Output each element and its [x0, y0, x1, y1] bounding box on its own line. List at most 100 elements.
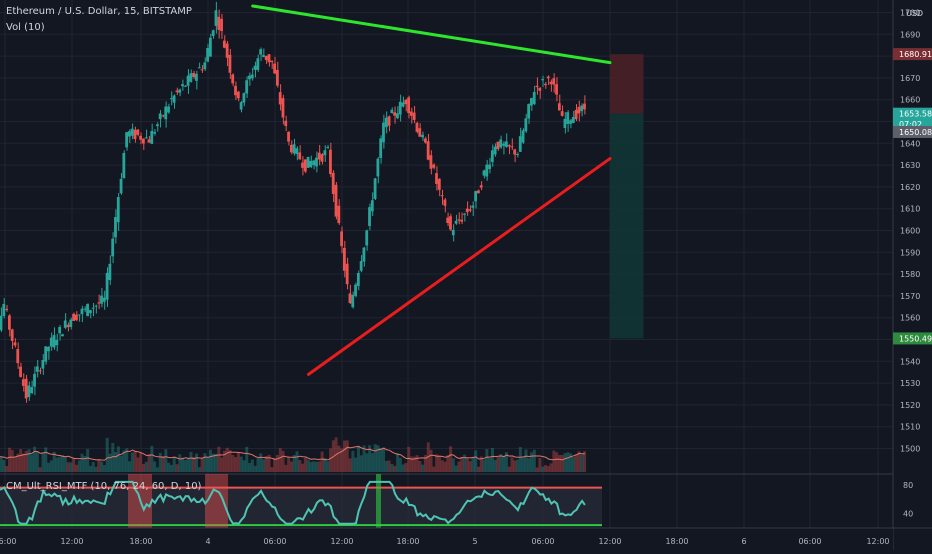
price-tick-label: 1510 [900, 423, 920, 432]
candle-body [309, 160, 313, 168]
candle-body [105, 272, 109, 300]
volume-bar [384, 460, 388, 472]
volume-bar [172, 456, 176, 472]
candle-body [398, 101, 402, 115]
candle-body [365, 230, 369, 246]
volume-bar [130, 452, 134, 472]
price-badge-label: 1680.91 [899, 50, 932, 59]
price-badge [893, 332, 932, 345]
candle-body [315, 157, 318, 167]
candle-body [206, 48, 209, 62]
rsi-indicator-label[interactable]: CM_Ult_RSI_MTF (10, 76, 24, 60, D, 10) [6, 481, 202, 492]
candle-body [66, 324, 70, 328]
price-axis: USD1700169016801670166016501640163016201… [900, 9, 923, 519]
volume-bar [242, 460, 246, 472]
volume-bar [376, 445, 380, 472]
volume-bar [574, 454, 578, 472]
candle-body [393, 112, 397, 116]
volume-bar [55, 457, 59, 472]
volume-bar [141, 464, 145, 472]
candle-body [35, 366, 39, 372]
symbol-title[interactable]: Ethereum / U.S. Dollar, 15, BITSTAMP [6, 6, 192, 17]
candle-body [359, 261, 363, 271]
volume-bar [493, 459, 497, 472]
candle-body [432, 164, 436, 168]
candle-body [130, 128, 134, 136]
volume-bar [326, 461, 330, 472]
rsi-tick-label: 80 [903, 481, 913, 490]
volume-bar [239, 456, 243, 472]
candle-body [239, 102, 243, 110]
candle-body [287, 131, 290, 142]
candle-body [334, 184, 338, 217]
volume-bar [527, 458, 531, 472]
candle-body [245, 80, 249, 94]
candle-body [231, 74, 235, 84]
candle-body [155, 124, 159, 127]
candle-body [580, 105, 584, 112]
volume-bar [27, 449, 31, 472]
candle-body [172, 95, 176, 103]
candle-body [58, 327, 62, 334]
candle-body [220, 18, 223, 32]
candle-body [41, 359, 45, 369]
volume-bar [94, 466, 98, 472]
rsi-tick-label: 40 [903, 510, 913, 519]
volume-bar [298, 460, 302, 472]
volume-bar [474, 450, 478, 472]
candle-body [13, 342, 17, 346]
rsi-line [0, 480, 586, 525]
candle-body [295, 148, 299, 154]
candle-body [440, 195, 444, 197]
candle-body [370, 200, 374, 212]
volume-bar [303, 457, 307, 472]
price-tick-label: 1500 [900, 445, 920, 454]
candle-body [527, 104, 531, 119]
price-tick-label: 1660 [900, 96, 920, 105]
candle-body [86, 303, 89, 316]
volume-bar [401, 464, 405, 472]
candle-body [116, 197, 120, 223]
candle-body [253, 65, 257, 70]
volume-bar [114, 452, 118, 472]
time-tick-label: 06:00 [531, 537, 554, 546]
candle-body [437, 178, 441, 190]
volume-bar [516, 459, 520, 472]
candle-body [63, 320, 67, 328]
rsi-oversold-highlight [376, 474, 381, 528]
volume-bar [211, 453, 215, 472]
volume-bar [513, 460, 517, 472]
volume-bar [543, 465, 547, 472]
volume-bar [69, 462, 73, 472]
volume-bar [7, 447, 11, 472]
volume-bar [507, 466, 511, 472]
candle-body [510, 146, 514, 148]
volume-bar [0, 456, 3, 472]
volume-bar [100, 461, 104, 472]
price-badge-label: 1650.08 [899, 128, 932, 137]
volume-bar [465, 457, 469, 472]
candle-body [468, 209, 472, 211]
candle-body [320, 154, 324, 162]
volume-bar [214, 453, 218, 472]
candle-body [292, 144, 296, 154]
volume-bar [150, 445, 154, 472]
candle-body [30, 387, 34, 393]
volume-bar [200, 457, 204, 472]
volume-bar [309, 461, 313, 472]
volume-bar [278, 448, 282, 472]
candle-body [189, 73, 193, 82]
volume-bar [155, 467, 159, 472]
volume-bar [13, 457, 17, 472]
volume-indicator-label[interactable]: Vol (10) [6, 22, 45, 33]
time-tick-label: 12:00 [330, 537, 353, 546]
candle-body [345, 263, 349, 285]
volume-bar [476, 466, 480, 472]
volume-bar [21, 453, 25, 472]
time-tick-label: 06:00 [0, 537, 17, 546]
candle-body [88, 310, 92, 314]
candle-body [457, 219, 461, 221]
price-badge [893, 48, 932, 61]
